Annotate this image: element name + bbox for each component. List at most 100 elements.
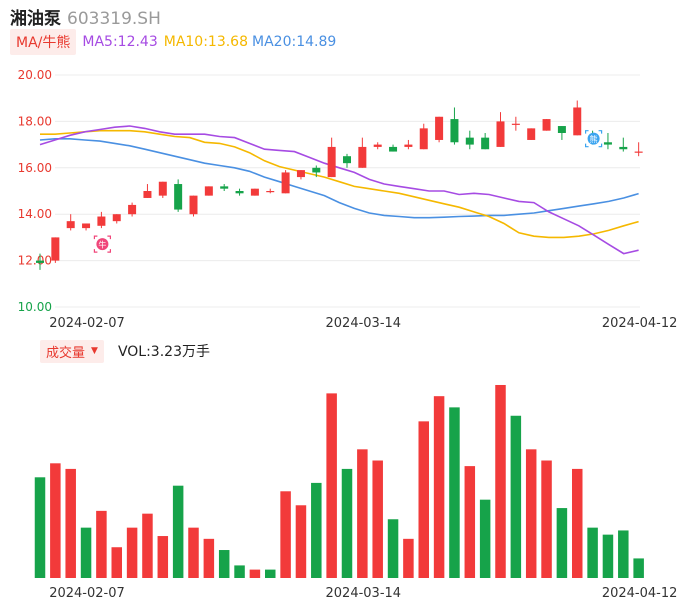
- volume-bar: [357, 449, 368, 578]
- volume-bar: [234, 565, 245, 578]
- candle: [97, 211, 106, 229]
- volume-tab-label: 成交量: [46, 345, 86, 361]
- volume-bar: [203, 538, 215, 578]
- candle: [128, 202, 137, 217]
- bull-marker-label: 牛: [98, 240, 106, 250]
- volume-bar: [265, 569, 276, 578]
- ma10-line: [40, 129, 639, 239]
- volume-bar: [618, 530, 629, 578]
- ma20-value: MA20:14.89: [252, 34, 337, 50]
- volume-bar: [525, 449, 537, 578]
- candle: [112, 214, 121, 224]
- volume-bar: [633, 558, 644, 578]
- volume-bar: [111, 547, 122, 578]
- candle: [235, 188, 244, 196]
- price-grid: [55, 74, 640, 308]
- stock-name: 湘油泵: [10, 9, 61, 29]
- candle: [327, 137, 336, 178]
- volume-bar: [495, 384, 506, 578]
- x-tick-label: 2024-04-12: [602, 586, 678, 601]
- candle: [389, 144, 398, 152]
- candle: [358, 137, 367, 168]
- candle: [174, 179, 183, 212]
- candle: [189, 195, 198, 217]
- candle: [158, 181, 167, 198]
- candle: [435, 116, 444, 143]
- ma10-value: MA10:13.68: [163, 34, 249, 50]
- title-row: 湘油泵 603319.SH: [10, 4, 161, 29]
- candle: [373, 142, 382, 150]
- volume-bar: [387, 519, 399, 578]
- candle: [557, 126, 566, 140]
- volume-bar: [295, 505, 307, 578]
- price-y-axis: 20.00 18.00 16.00 14.00 12.00 10.00: [18, 68, 52, 314]
- volume-bar: [157, 536, 169, 578]
- candle: [296, 170, 305, 180]
- volume-bars: [34, 384, 644, 578]
- volume-bar: [96, 510, 107, 578]
- candle: [619, 137, 628, 152]
- signal-markers: 牛熊: [93, 130, 603, 253]
- candle: [250, 188, 259, 196]
- y-tick-label: 18.00: [18, 114, 52, 128]
- x-tick-label: 2024-04-12: [602, 316, 678, 331]
- candle: [634, 142, 643, 157]
- candle: [312, 165, 321, 178]
- volume-bar: [602, 534, 614, 578]
- volume-bar: [126, 527, 138, 578]
- x-tick-label: 2024-03-14: [326, 316, 402, 331]
- volume-bar: [587, 527, 598, 578]
- volume-bar: [50, 463, 61, 578]
- y-tick-label: 20.00: [18, 68, 52, 82]
- volume-bar: [479, 499, 491, 578]
- y-tick-label: 10.00: [18, 300, 52, 314]
- caret-down-icon: ▼: [91, 346, 98, 356]
- candle: [527, 128, 536, 140]
- bull-marker[interactable]: 牛: [93, 235, 111, 253]
- candle: [66, 214, 75, 231]
- volume-bar: [418, 421, 429, 578]
- stock-code: 603319.SH: [67, 9, 161, 29]
- y-tick-label: 14.00: [18, 207, 52, 221]
- bear-marker-label: 熊: [590, 134, 598, 144]
- volume-bar: [464, 466, 476, 578]
- candle: [542, 119, 551, 131]
- y-tick-label: 12.00: [18, 254, 52, 268]
- ma5-line: [39, 125, 639, 255]
- volume-value: VOL:3.23万手: [117, 344, 210, 360]
- candle: [603, 133, 612, 150]
- volume-bar: [510, 415, 522, 578]
- volume-bar: [280, 491, 291, 578]
- ma-bull-bear-tab[interactable]: MA/牛熊: [10, 29, 77, 55]
- volume-bar: [449, 407, 460, 578]
- volume-bar: [433, 396, 445, 578]
- x-tick-label: 2024-03-14: [326, 586, 402, 601]
- candle: [343, 153, 351, 168]
- volume-bar: [341, 468, 353, 578]
- volume-bar: [541, 460, 552, 578]
- volume-bar: [218, 550, 230, 578]
- bear-marker[interactable]: 熊: [585, 130, 603, 148]
- volume-indicator-dropdown[interactable]: 成交量 ▼: [40, 339, 104, 363]
- candle: [573, 100, 582, 136]
- price-x-axis: 2024-02-07 2024-03-14 2024-04-12: [49, 316, 677, 331]
- volume-bar: [311, 482, 322, 578]
- volume-bar: [34, 477, 46, 578]
- volume-bar: [65, 468, 76, 578]
- candle: [511, 116, 520, 131]
- volume-bar: [249, 569, 261, 578]
- candle: [204, 186, 213, 196]
- candle: [36, 253, 44, 270]
- candle: [220, 184, 229, 191]
- volume-bar: [172, 485, 184, 578]
- volume-bar: [80, 527, 92, 578]
- volume-bar: [142, 513, 153, 578]
- candle: [51, 237, 60, 263]
- volume-bar: [572, 468, 583, 578]
- candle: [404, 139, 413, 150]
- volume-bar: [188, 527, 199, 578]
- ma-legend: MA/牛熊 MA5:12.43 MA10:13.68 MA20:14.89: [10, 29, 337, 55]
- volume-bar: [326, 393, 337, 578]
- candle: [419, 123, 428, 150]
